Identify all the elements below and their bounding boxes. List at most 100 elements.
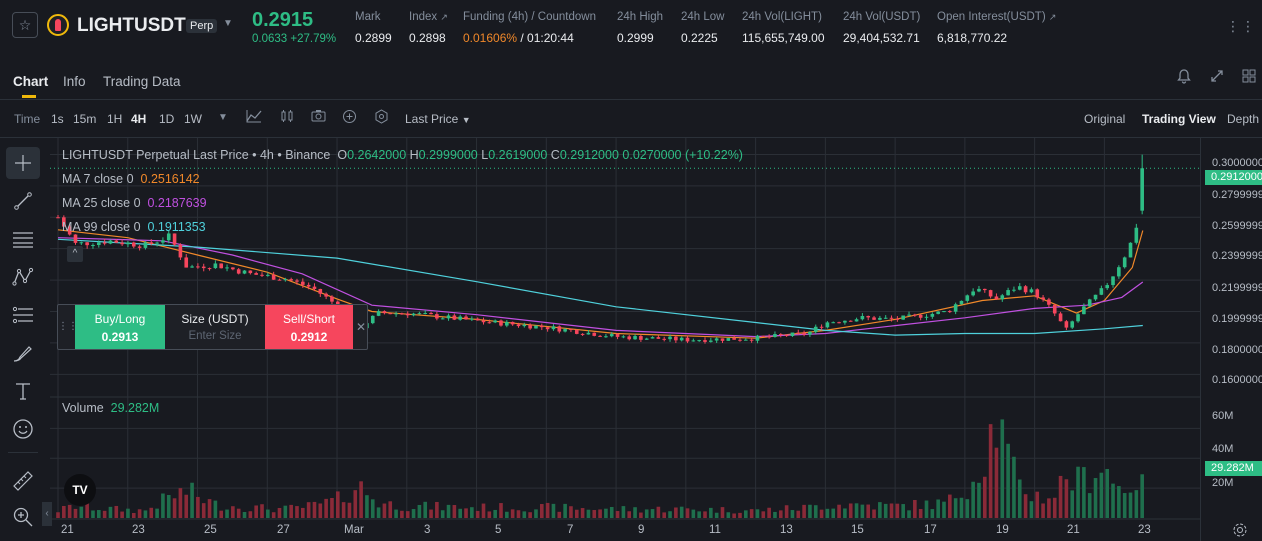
volume-bar (236, 508, 241, 518)
more-icon[interactable]: ⋮⋮ (1226, 18, 1256, 34)
size-input[interactable]: Size (USDT) Enter Size (165, 305, 265, 349)
volume-tick: 20M (1212, 477, 1234, 489)
candle-body (149, 242, 154, 244)
last-price: 0.2915 (252, 9, 314, 31)
emoji-icon[interactable] (6, 413, 40, 445)
chart-settings-icon[interactable] (1232, 522, 1248, 541)
drag-handle-icon[interactable]: ⋮⋮ (58, 321, 78, 332)
collapse-legend-icon[interactable]: ^ (67, 246, 83, 262)
expand-icon[interactable] (1208, 68, 1226, 86)
candle-body (423, 312, 428, 314)
buy-long-button[interactable]: Buy/Long 0.2913 (75, 305, 165, 349)
candle-body (493, 320, 497, 323)
volume-bar (557, 511, 562, 518)
volume-bar (773, 511, 777, 518)
settings-icon[interactable] (374, 109, 389, 127)
view-trading-view[interactable]: Trading View (1142, 112, 1216, 126)
candle-body (172, 233, 177, 245)
volume-bar (213, 500, 218, 518)
time-tick: 27 (277, 524, 290, 536)
zoom-in-icon[interactable] (6, 501, 40, 533)
fib-icon[interactable] (6, 299, 40, 331)
candle-body (569, 329, 573, 331)
candle-body (539, 325, 544, 328)
volume-bar (1006, 443, 1010, 518)
volume-bar (924, 500, 929, 518)
pattern-icon[interactable] (6, 261, 40, 293)
volume-bar (161, 493, 165, 518)
candle-body (726, 338, 731, 341)
candle-body (388, 313, 393, 315)
symbol-dropdown-icon[interactable]: ▼ (223, 18, 233, 29)
volume-bar (475, 510, 480, 518)
volume-bar (650, 509, 655, 518)
tradingview-logo[interactable]: TV (64, 474, 96, 506)
volume-bar (1087, 493, 1092, 518)
trend-line-icon[interactable] (6, 185, 40, 217)
candle-body (720, 338, 725, 341)
stat-open-interest-label[interactable]: Open Interest(USDT) ↗ (937, 11, 1057, 23)
collapse-toolbar-icon[interactable]: ‹ (42, 502, 52, 526)
active-tab-indicator (22, 95, 36, 98)
interval-1h[interactable]: 1H (107, 112, 123, 126)
volume-bar (714, 512, 719, 518)
price-chart[interactable] (50, 138, 1262, 541)
volume-bar (545, 502, 550, 518)
horizontal-lines-icon[interactable] (6, 223, 40, 255)
candle-body (1029, 289, 1034, 293)
candle-body (668, 336, 672, 340)
tab-info[interactable]: Info (63, 74, 86, 89)
bell-icon[interactable] (1175, 68, 1193, 86)
interval-1w[interactable]: 1W (184, 112, 202, 126)
crosshair-icon[interactable] (6, 147, 40, 179)
candle-body (126, 242, 130, 245)
sell-short-button[interactable]: Sell/Short 0.2912 (265, 305, 353, 349)
candle-body (213, 263, 218, 269)
volume-bar (184, 494, 189, 518)
close-icon[interactable]: ✕ (355, 320, 367, 334)
candle-body (790, 332, 795, 337)
indicator-icon[interactable] (246, 109, 262, 126)
candle-body (767, 336, 771, 338)
layout-grid-icon[interactable] (1240, 68, 1258, 86)
tab-trading-data[interactable]: Trading Data (103, 74, 181, 89)
volume-bar (930, 509, 935, 518)
volume-bar (510, 509, 515, 518)
candle-body (312, 286, 317, 289)
candle-type-icon[interactable] (280, 109, 294, 126)
volume-bar (802, 504, 806, 518)
interval-1s[interactable]: 1s (51, 112, 64, 126)
text-icon[interactable] (6, 375, 40, 407)
camera-icon[interactable] (311, 109, 326, 126)
volume-bar (749, 509, 754, 518)
volume-bar (808, 504, 812, 518)
volume-bar (1134, 490, 1139, 518)
volume-bar (283, 505, 288, 518)
interval-1d[interactable]: 1D (159, 112, 175, 126)
volume-bar (580, 508, 585, 518)
candle-body (324, 293, 328, 297)
symbol-name[interactable]: LIGHTUSDT (77, 15, 186, 36)
candle-body (248, 270, 253, 274)
ruler-icon[interactable] (6, 465, 40, 497)
candle-body (1047, 299, 1051, 305)
volume-bar (376, 507, 381, 518)
brush-icon[interactable] (6, 337, 40, 369)
interval-4h[interactable]: 4H (131, 112, 147, 126)
interval-15m[interactable]: 15m (73, 112, 97, 126)
star-icon[interactable]: ☆ (12, 12, 38, 38)
add-indicator-icon[interactable] (342, 109, 357, 127)
more-intervals-icon[interactable]: ▼ (218, 112, 228, 123)
candle-body (114, 240, 119, 243)
view-original[interactable]: Original (1084, 112, 1126, 126)
stat-index-label[interactable]: Index ↗ (409, 11, 448, 23)
price-tick: 0.2199999 (1212, 282, 1262, 294)
view-depth[interactable]: Depth (1227, 112, 1260, 126)
candle-body (236, 269, 241, 274)
candle-body (650, 337, 655, 339)
candle-body (662, 338, 667, 340)
light-coin-icon (47, 14, 69, 36)
tab-chart[interactable]: Chart (13, 74, 49, 89)
candle-body (854, 319, 859, 322)
price-type-select[interactable]: Last Price ▼ (405, 112, 471, 126)
